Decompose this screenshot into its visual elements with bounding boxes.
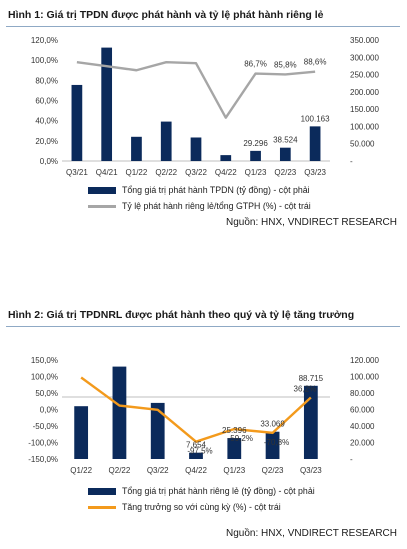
y-left-tick-label: -150,0% — [28, 455, 58, 464]
x-tick-label: Q3/23 — [300, 466, 322, 475]
y-left-tick-label: 0,0% — [40, 157, 58, 166]
legend-item-bars: Tổng giá trị phát hành TPDN (tỷ đồng) - … — [88, 185, 310, 195]
y-right-tick-label: 120.000 — [350, 356, 379, 365]
y-left-tick-label: 0,0% — [40, 406, 58, 415]
bar-data-label: 33.069 — [260, 420, 285, 429]
figure-1: Hình 1: Giá trị TPDN được phát hành và t… — [0, 0, 407, 240]
legend-label-bars: Tổng giá trị phát hành riêng lẻ (tỷ đồng… — [122, 486, 315, 496]
bar — [220, 155, 232, 161]
x-tick-label: Q3/22 — [147, 466, 169, 475]
y-right-tick-label: 100.000 — [350, 373, 379, 382]
y-left-tick-label: -100,0% — [28, 439, 58, 448]
y-left-tick-label: -50,0% — [33, 422, 58, 431]
line-data-label: 36,2% — [294, 385, 317, 394]
bar — [71, 84, 83, 161]
bar — [131, 136, 142, 161]
bar-data-label: 7.654 — [186, 441, 207, 450]
bar-data-label: 88.715 — [299, 374, 324, 383]
y-left-tick-label: 100,0% — [31, 373, 58, 382]
x-tick-label: Q4/22 — [185, 466, 207, 475]
legend-label-line: Tăng trưởng so với cùng kỳ (%) - cột trá… — [122, 502, 281, 512]
x-tick-label: Q2/22 — [155, 168, 177, 177]
y-right-tick-label: 50.000 — [350, 140, 375, 149]
title-rule — [6, 326, 400, 327]
x-tick-label: Q2/22 — [109, 466, 131, 475]
legend-swatch-bar — [88, 186, 116, 194]
figure-2: Hình 2: Giá trị TPDNRL được phát hành th… — [0, 300, 407, 549]
legend-item-line: Tăng trưởng so với cùng kỳ (%) - cột trá… — [88, 502, 281, 512]
line-data-label: -70,8% — [264, 438, 289, 447]
bar-data-label: 29.296 — [243, 139, 268, 148]
line-data-label: 86,7% — [244, 60, 267, 69]
bar — [303, 385, 318, 459]
source-note: Nguồn: HNX, VNDIRECT RESEARCH — [226, 528, 397, 539]
x-tick-label: Q3/21 — [66, 168, 88, 177]
y-right-tick-label: 20.000 — [350, 439, 375, 448]
y-right-tick-label: 150.000 — [350, 105, 379, 114]
x-tick-label: Q3/22 — [185, 168, 207, 177]
bar-data-label: 25.396 — [222, 426, 247, 435]
bar — [150, 402, 165, 459]
y-left-tick-label: 120,0% — [31, 36, 58, 45]
y-right-tick-label: 250.000 — [350, 71, 379, 80]
bar — [74, 406, 89, 459]
legend-label-bars: Tổng giá trị phát hành TPDN (tỷ đồng) - … — [122, 185, 310, 195]
series-line — [76, 60, 316, 119]
legend-swatch-bar — [88, 487, 116, 495]
line-data-label: 88,6% — [304, 58, 327, 67]
y-right-tick-label: 350.000 — [350, 36, 379, 45]
bar-data-label: 100.163 — [301, 114, 330, 123]
x-tick-label: Q1/23 — [223, 466, 245, 475]
x-tick-label: Q4/22 — [215, 168, 237, 177]
bar — [189, 452, 203, 459]
x-tick-label: Q4/21 — [96, 168, 118, 177]
x-tick-label: Q3/23 — [304, 168, 326, 177]
x-tick-label: Q2/23 — [274, 168, 296, 177]
y-left-tick-label: 80,0% — [35, 76, 58, 85]
legend-item-line: Tỷ lệ phát hành riêng lẻ/tổng GTPH (%) -… — [88, 201, 311, 211]
chart-1: 0,0% 20,0% 40,0% 60,0% 80,0% 100,0% 120,0% - 50.… — [31, 36, 380, 177]
legend-item-bars: Tổng giá trị phát hành riêng lẻ (tỷ đồng… — [88, 486, 315, 496]
y-left-tick-label: 150,0% — [31, 356, 58, 365]
x-tick-label: Q1/22 — [126, 168, 148, 177]
y-left-tick-label: 50,0% — [35, 389, 58, 398]
y-right-tick-label: 40.000 — [350, 422, 375, 431]
x-tick-label: Q2/23 — [262, 466, 284, 475]
chart-2: -150,0% -100,0% -50,0% 0,0% 50,0% 100,0% 150,0… — [28, 356, 379, 475]
bar — [279, 147, 291, 161]
figure-title: Hình 1: Giá trị TPDN được phát hành và t… — [8, 9, 324, 21]
bar — [309, 126, 321, 161]
y-right-tick-label: - — [350, 455, 353, 464]
y-right-tick-label: 100.000 — [350, 122, 379, 131]
bar — [227, 438, 242, 459]
bar — [160, 121, 172, 161]
y-right-tick-label: 200.000 — [350, 88, 379, 97]
figure-title: Hình 2: Giá trị TPDNRL được phát hành th… — [8, 309, 355, 321]
y-left-tick-label: 20,0% — [35, 137, 58, 146]
y-right-tick-label: 300.000 — [350, 53, 379, 62]
bar-data-label: 38.524 — [273, 136, 298, 145]
bar — [101, 47, 113, 161]
y-left-tick-label: 60,0% — [35, 97, 58, 106]
legend-swatch-line — [88, 505, 116, 509]
line-data-label: -59,2% — [228, 434, 253, 443]
line-data-label: -97,5% — [187, 447, 212, 456]
series-line — [80, 376, 312, 443]
x-tick-label: Q1/23 — [245, 168, 267, 177]
source-note: Nguồn: HNX, VNDIRECT RESEARCH — [226, 217, 397, 228]
line-data-label: 85,8% — [274, 60, 297, 69]
legend-swatch-line — [88, 204, 116, 208]
y-left-tick-label: 100,0% — [31, 56, 58, 65]
y-right-tick-label: 60.000 — [350, 406, 375, 415]
bar — [250, 150, 261, 161]
y-left-tick-label: 40,0% — [35, 117, 58, 126]
title-rule — [6, 26, 400, 27]
legend-label-line: Tỷ lệ phát hành riêng lẻ/tổng GTPH (%) -… — [122, 201, 311, 211]
bar — [190, 137, 202, 161]
y-right-tick-label: 80.000 — [350, 389, 375, 398]
y-right-tick-label: - — [350, 157, 353, 166]
x-tick-label: Q1/22 — [70, 466, 92, 475]
bar — [112, 366, 127, 459]
bar — [265, 431, 280, 459]
